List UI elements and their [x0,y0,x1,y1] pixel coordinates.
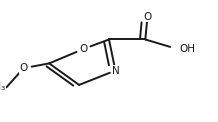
Text: O: O [79,44,87,54]
Text: OH: OH [179,44,196,54]
Text: CH₃: CH₃ [0,82,5,92]
Text: O: O [143,12,152,22]
Text: O: O [19,63,28,73]
Text: N: N [112,66,119,76]
